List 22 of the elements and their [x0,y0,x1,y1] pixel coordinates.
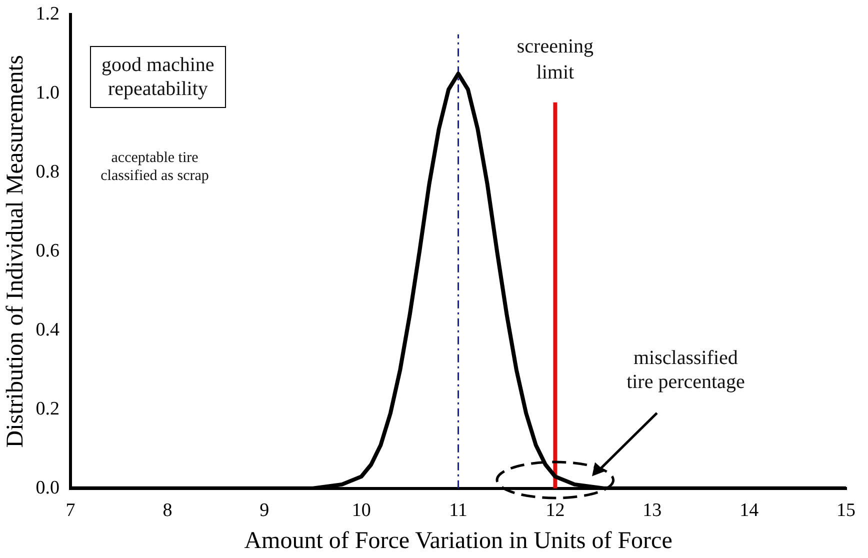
y-tick-label: 0.0 [36,477,60,498]
x-tick-label: 9 [260,500,270,521]
annotation: good machine repeatability [90,46,226,108]
x-tick-label: 8 [162,500,172,521]
ref-line-label: screening limit [516,35,594,84]
y-tick-label: 1.2 [36,3,60,24]
x-tick-label: 11 [449,500,468,521]
x-axis-title: Amount of Force Variation in Units of Force [244,528,672,554]
x-tick-label: 10 [352,500,371,521]
y-tick-label: 1.0 [36,82,60,104]
x-tick-label: 12 [546,500,565,521]
x-tick-label: 14 [740,500,760,521]
y-tick-label: 0.6 [36,240,60,262]
annotation: acceptable tire classified as scrap [100,148,210,185]
x-tick-label: 15 [836,500,856,521]
y-tick-label: 0.8 [36,161,60,182]
y-tick-label: 0.2 [36,398,60,420]
x-tick-label: 7 [66,500,76,521]
annotation: misclassified tire percentage [626,346,746,394]
y-tick-label: 0.4 [36,319,60,340]
y-axis-title: Distribution of Individual Measurements [2,55,29,448]
x-tick-label: 13 [642,500,662,521]
